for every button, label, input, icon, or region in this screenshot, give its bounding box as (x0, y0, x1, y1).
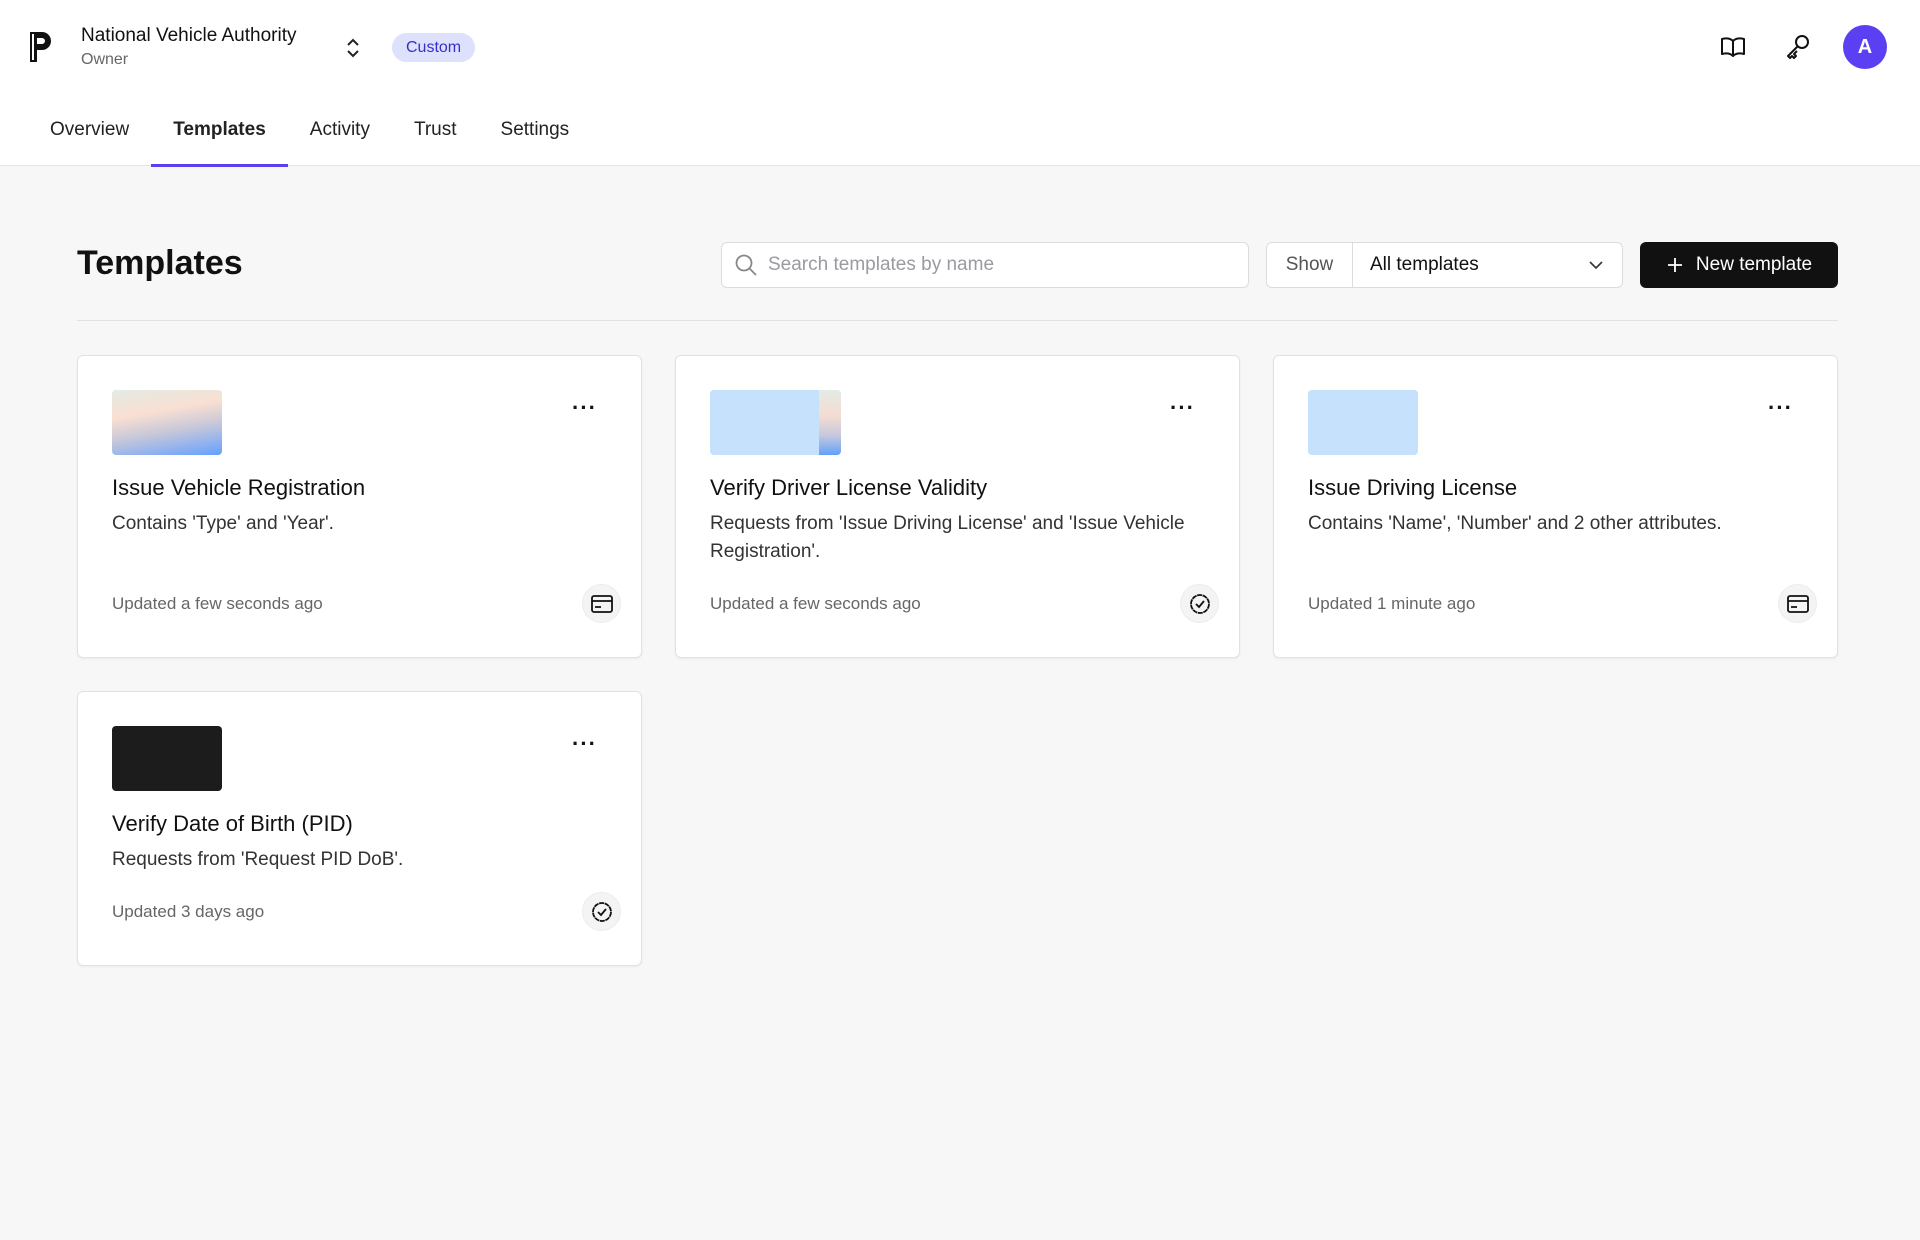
template-card[interactable]: ··· Verify Date of Birth (PID) Requests … (77, 691, 642, 966)
tab-trust[interactable]: Trust (413, 119, 457, 140)
template-thumbnail (710, 390, 841, 455)
chevron-down-icon[interactable] (1588, 257, 1604, 273)
show-select[interactable]: All templates (1370, 254, 1479, 275)
book-icon[interactable] (1719, 33, 1747, 61)
more-options-icon[interactable]: ··· (1768, 395, 1793, 420)
template-description: Contains 'Type' and 'Year'. (112, 513, 334, 534)
search-icon (735, 254, 757, 276)
user-avatar[interactable]: A (1843, 25, 1887, 69)
template-description: Contains 'Name', 'Number' and 2 other at… (1308, 513, 1722, 534)
template-title: Verify Driver License Validity (710, 475, 988, 500)
tab-activity[interactable]: Activity (309, 119, 370, 140)
plus-icon (1667, 258, 1682, 272)
template-card[interactable]: ··· Issue Driving License Contains 'Name… (1273, 355, 1838, 658)
tab-overview[interactable]: Overview (50, 119, 130, 140)
template-description: Requests from 'Issue Driving License' an… (710, 513, 1185, 562)
template-title: Issue Driving License (1308, 475, 1518, 500)
template-thumbnail (112, 390, 222, 455)
updated-time: Updated a few seconds ago (112, 593, 323, 613)
credential-card-icon (1778, 584, 1817, 623)
key-icon[interactable] (1784, 33, 1812, 61)
search-input[interactable] (768, 254, 1238, 276)
template-card[interactable]: ··· Verify Driver License Validity Reque… (675, 355, 1240, 658)
plan-badge: Custom (392, 33, 476, 62)
org-switcher-chevrons-icon[interactable] (342, 35, 364, 61)
show-filter: Show All templates (1266, 242, 1623, 288)
verified-badge-icon (582, 892, 621, 931)
org-role: Owner (81, 51, 129, 68)
logo-icon (30, 32, 51, 62)
template-title: Verify Date of Birth (PID) (112, 811, 353, 836)
org-name: National Vehicle Authority (81, 25, 297, 46)
more-options-icon[interactable]: ··· (1170, 395, 1195, 420)
more-options-icon[interactable]: ··· (572, 395, 597, 420)
template-description: Requests from 'Request PID DoB'. (112, 849, 404, 870)
template-title: Issue Vehicle Registration (112, 475, 366, 500)
tab-settings[interactable]: Settings (500, 119, 570, 140)
top-header: National Vehicle Authority Owner Custom … (0, 0, 1920, 167)
updated-time: Updated 3 days ago (112, 901, 265, 921)
show-label: Show (1267, 243, 1353, 287)
template-grid: ··· Issue Vehicle Registration Contains … (77, 355, 1838, 966)
template-thumbnail (1308, 390, 1418, 455)
tab-templates[interactable]: Templates (151, 108, 288, 167)
new-template-button[interactable]: New template (1640, 242, 1838, 288)
verified-badge-icon (1180, 584, 1219, 623)
template-card[interactable]: ··· Issue Vehicle Registration Contains … (77, 355, 642, 658)
nav-tabs: Overview Templates Activity Trust Settin… (28, 108, 591, 167)
page-title: Templates (77, 244, 243, 282)
updated-time: Updated 1 minute ago (1308, 593, 1476, 613)
credential-card-icon (582, 584, 621, 623)
template-thumbnail (112, 726, 222, 791)
new-template-label: New template (1695, 254, 1813, 275)
updated-time: Updated a few seconds ago (710, 593, 921, 613)
more-options-icon[interactable]: ··· (572, 731, 597, 756)
divider (77, 320, 1838, 321)
search-box (721, 242, 1249, 288)
